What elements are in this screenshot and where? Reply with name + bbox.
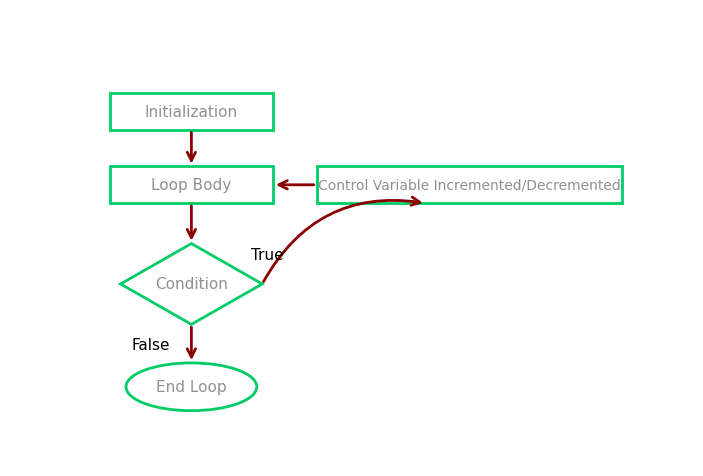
Text: End Loop: End Loop bbox=[156, 379, 226, 395]
FancyBboxPatch shape bbox=[316, 167, 622, 204]
Text: False: False bbox=[131, 337, 170, 352]
Text: Loop Body: Loop Body bbox=[151, 178, 231, 193]
Text: Condition: Condition bbox=[155, 277, 228, 292]
Text: True: True bbox=[252, 248, 284, 263]
FancyBboxPatch shape bbox=[110, 94, 273, 130]
Ellipse shape bbox=[126, 363, 257, 411]
FancyBboxPatch shape bbox=[110, 167, 273, 204]
Text: Control Variable Incremented/Decremented: Control Variable Incremented/Decremented bbox=[318, 178, 621, 192]
Text: Initialization: Initialization bbox=[145, 105, 238, 119]
Polygon shape bbox=[121, 244, 262, 325]
